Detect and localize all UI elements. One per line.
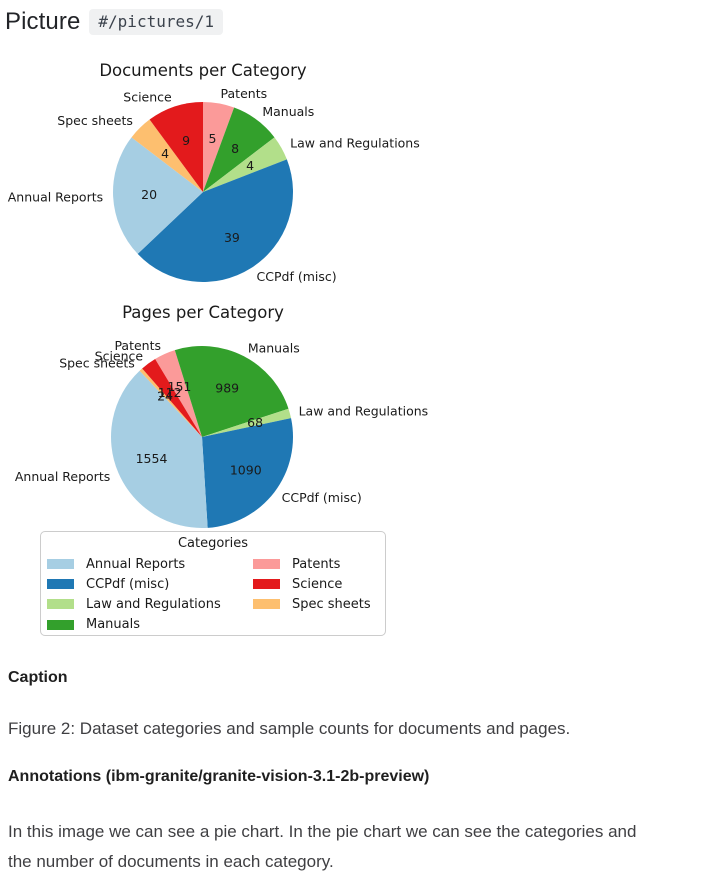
legend-swatch: [47, 599, 74, 610]
slice-value: 20: [141, 187, 157, 202]
slice-value: 4: [161, 146, 169, 161]
slice-label: Spec sheets: [57, 113, 133, 128]
slice-value: 68: [247, 415, 263, 430]
picture-ref-chip: #/pictures/1: [89, 9, 223, 35]
pie-slice-ccpdf-misc-: [202, 418, 294, 528]
pie-slice-annual-reports: [113, 137, 203, 254]
slice-value: 8: [231, 141, 239, 156]
legend-swatch: [253, 599, 280, 610]
legend-swatch: [47, 619, 74, 630]
annotations-heading: Annotations (ibm-granite/granite-vision-…: [8, 768, 430, 785]
pie-slice-manuals: [203, 107, 275, 192]
legend-label: Annual Reports: [86, 556, 186, 572]
pie-slice-patents: [203, 102, 235, 192]
page-header: Picture #/pictures/1: [5, 8, 223, 36]
legend-swatch: [253, 559, 280, 570]
legend-item-spec-sheets: Spec sheets: [253, 594, 371, 614]
annotation-line: the number of documents in each category…: [8, 852, 334, 871]
legend-label: Law and Regulations: [86, 596, 221, 612]
legend-label: CCPdf (misc): [86, 576, 170, 592]
pie-slice-science: [149, 102, 203, 192]
chart-title: Documents per Category: [99, 61, 307, 80]
documents-pie-chart: 5 Patents 8 Manuals 4 Law and Regulations 39 CC…: [8, 61, 420, 284]
slice-value: 1090: [230, 463, 262, 478]
annotation-line: In this image we can see a pie chart. In…: [8, 822, 637, 841]
legend-swatch: [47, 579, 74, 590]
legend-label: Science: [292, 576, 343, 592]
pie-slice-spec-sheets: [139, 368, 202, 437]
categories-legend: Categories Annual Reports CCPdf (misc) Law…: [40, 531, 386, 636]
slice-value: 9: [182, 133, 190, 148]
pages-pie-chart: 151 Patents 989 Manuals 68 Law and Regulation…: [15, 303, 429, 528]
legend-columns: Annual Reports CCPdf (misc) Law and Regula…: [41, 551, 385, 635]
pie-slice-patents: [155, 350, 202, 437]
annotation-text: In this image we can see a pie chart. In…: [8, 817, 636, 877]
legend-swatch: [253, 579, 280, 590]
pie-slice-ccpdf-misc-: [137, 159, 293, 282]
slice-label: CCPdf (misc): [257, 269, 337, 284]
pie-slice-annual-reports: [111, 370, 208, 528]
slice-label: Science: [123, 89, 172, 104]
slice-value: 1554: [136, 451, 168, 466]
legend-label: Patents: [292, 556, 341, 572]
pie-slice-manuals: [174, 345, 289, 437]
slice-label: Law and Regulations: [299, 403, 429, 418]
slice-value: 4: [246, 158, 254, 173]
pie-slice-law-and-regulations: [203, 137, 287, 192]
legend-item-science: Science: [253, 574, 371, 594]
slice-label: Patents: [221, 86, 268, 101]
slice-label: Manuals: [248, 340, 300, 355]
slice-label: Manuals: [262, 104, 314, 119]
legend-item-ccpdf-misc-: CCPdf (misc): [47, 574, 253, 594]
caption-heading: Caption: [8, 669, 68, 686]
slice-label: Annual Reports: [15, 469, 110, 484]
legend-swatch: [47, 559, 74, 570]
slice-label: CCPdf (misc): [282, 490, 362, 505]
slice-label: Annual Reports: [8, 190, 103, 205]
chart-title: Pages per Category: [122, 303, 284, 322]
slice-value: 151: [168, 379, 192, 394]
slice-value: 989: [215, 380, 239, 395]
figure-caption: Figure 2: Dataset categories and sample …: [8, 719, 571, 738]
slice-value: 5: [209, 131, 217, 146]
pie-slice-science: [142, 359, 202, 437]
slice-label: Patents: [114, 338, 161, 353]
legend-item-annual-reports: Annual Reports: [47, 554, 253, 574]
pie-slice-spec-sheets: [131, 119, 203, 192]
legend-label: Spec sheets: [292, 596, 371, 612]
slice-value: 39: [224, 230, 240, 245]
legend-item-law-and-regulations: Law and Regulations: [47, 594, 253, 614]
slice-label: Spec sheets: [59, 355, 135, 370]
legend-item-manuals: Manuals: [47, 615, 253, 635]
slice-value: 112: [158, 385, 182, 400]
legend-item-patents: Patents: [253, 554, 371, 574]
legend-title: Categories: [177, 536, 249, 551]
pie-slice-law-and-regulations: [202, 408, 292, 437]
legend-label: Manuals: [86, 617, 141, 633]
slice-label: Science: [95, 349, 144, 364]
slice-value: 24: [157, 389, 173, 404]
page-title: Picture: [5, 8, 81, 35]
slice-label: Law and Regulations: [290, 135, 420, 150]
